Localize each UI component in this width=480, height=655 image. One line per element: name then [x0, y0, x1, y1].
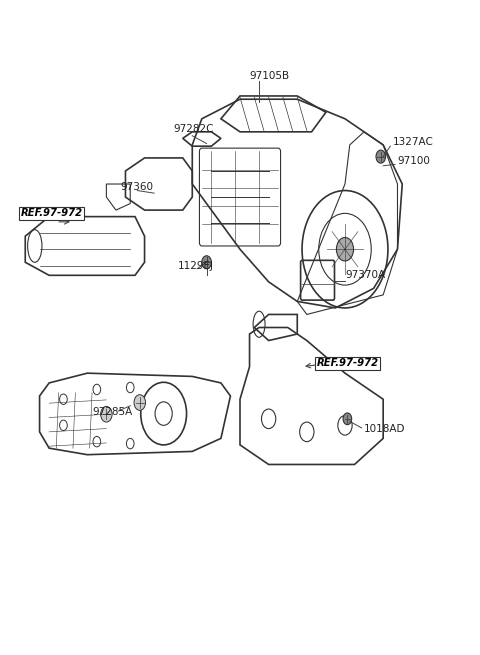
Text: REF.97-972: REF.97-972 — [316, 358, 379, 368]
Text: 97282C: 97282C — [173, 124, 214, 134]
Text: REF.97-972: REF.97-972 — [21, 208, 83, 218]
Circle shape — [134, 395, 145, 410]
Circle shape — [336, 238, 354, 261]
Text: 97285A: 97285A — [92, 407, 132, 417]
Text: 97370A: 97370A — [345, 271, 385, 280]
Text: 1129EJ: 1129EJ — [178, 261, 214, 271]
Circle shape — [343, 413, 352, 424]
Text: 97100: 97100 — [397, 156, 431, 166]
Circle shape — [376, 150, 385, 163]
Text: 97360: 97360 — [120, 182, 154, 193]
Circle shape — [101, 406, 112, 422]
Circle shape — [202, 255, 211, 269]
Text: 1327AC: 1327AC — [393, 137, 433, 147]
Text: 97105B: 97105B — [250, 71, 289, 81]
Text: 1018AD: 1018AD — [364, 424, 406, 434]
